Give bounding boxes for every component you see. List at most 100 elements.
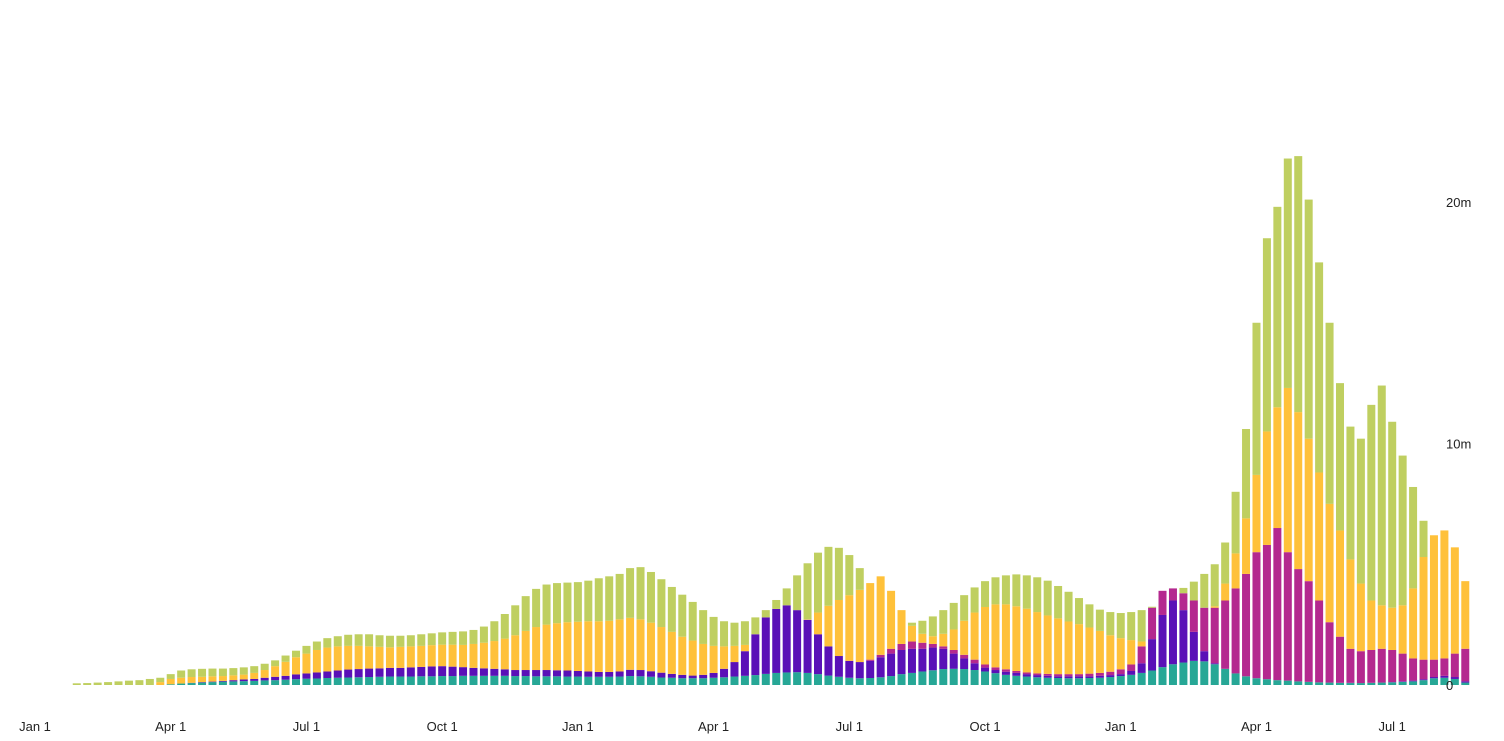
bar-segment-olive (386, 636, 394, 648)
bar-segment-teal (710, 678, 718, 685)
bar-segment-indigo (1159, 615, 1167, 667)
bar-segment-indigo (887, 654, 895, 676)
bar-segment-magenta (1106, 672, 1114, 675)
bar-segment-teal (1211, 664, 1219, 685)
bar-segment-olive (198, 669, 206, 677)
bar-segment-teal (689, 678, 697, 685)
bar-segment-olive (647, 572, 655, 623)
bar-segment-teal (1106, 677, 1114, 685)
bar-segment-indigo (417, 667, 425, 676)
bar-segment-orange (543, 625, 551, 670)
bar-segment-orange (647, 623, 655, 672)
bar-segment-teal (647, 677, 655, 685)
bar-segment-teal (1252, 678, 1260, 685)
bar-segment-olive (991, 577, 999, 604)
bar-segment-indigo (710, 673, 718, 678)
bar-segment-teal (1033, 677, 1041, 685)
bar-segment-olive (146, 679, 154, 685)
bar-segment-indigo (334, 671, 342, 678)
bar-segment-olive (1012, 574, 1020, 606)
bar-segment-olive (73, 683, 81, 685)
bar-segment-olive (459, 631, 467, 645)
bar-segment-olive (971, 587, 979, 612)
bar-segment-teal (229, 681, 237, 685)
bar-segment-magenta (1263, 545, 1271, 679)
bar-segment-olive (438, 632, 446, 644)
bar-segment-indigo (1085, 676, 1093, 678)
bar-segment-teal (730, 677, 738, 685)
bar-segment-olive (83, 683, 91, 685)
bar-segment-indigo (960, 658, 968, 669)
bar-segment-olive (240, 667, 248, 674)
bar-segment-olive (751, 617, 759, 634)
bar-segment-teal (459, 676, 467, 685)
bar-segment-orange (177, 678, 185, 684)
bar-segment-indigo (751, 634, 759, 675)
bar-segment-olive (699, 610, 707, 644)
x-tick-label: Apr 1 (698, 719, 729, 734)
bar-segment-olive (1357, 439, 1365, 584)
bar-segment-teal (908, 673, 916, 685)
bar-segment-orange (449, 645, 457, 667)
bar-segment-magenta (991, 667, 999, 670)
bar-segment-indigo (490, 669, 498, 676)
bar-segment-orange (1451, 547, 1459, 653)
bar-segment-orange (1096, 631, 1104, 673)
bar-segment-orange (668, 632, 676, 674)
bar-segment-magenta (1148, 608, 1156, 639)
bar-segment-teal (323, 678, 331, 685)
bar-segment-teal (814, 674, 822, 685)
bar-segment-orange (845, 595, 853, 661)
bar-segment-indigo (939, 649, 947, 669)
bar-segment-indigo (908, 649, 916, 673)
x-tick-label: Apr 1 (1241, 719, 1272, 734)
bar-segment-magenta (877, 655, 885, 657)
bar-segment-indigo (355, 669, 363, 677)
bar-segment-indigo (532, 670, 540, 676)
bar-segment-teal (1200, 661, 1208, 685)
bar-segment-orange (887, 591, 895, 649)
bar-segment-indigo (626, 670, 634, 676)
bar-segment-teal (584, 677, 592, 685)
bar-segment-olive (730, 623, 738, 646)
bar-segment-magenta (1294, 569, 1302, 681)
bar-segment-olive (532, 589, 540, 627)
bar-segment-olive (396, 636, 404, 647)
bar-segment-olive (804, 563, 812, 619)
bar-segment-indigo (282, 676, 290, 680)
bar-segment-magenta (1305, 581, 1313, 682)
bar-segment-orange (584, 621, 592, 671)
bar-segment-olive (1273, 207, 1281, 407)
bar-segment-olive (824, 547, 832, 606)
bar-segment-indigo (1148, 639, 1156, 670)
bar-segment-olive (1023, 575, 1031, 608)
bar-segment-olive (1336, 383, 1344, 530)
bar-segment-indigo (814, 634, 822, 674)
bar-segment-indigo (971, 663, 979, 670)
bar-segment-olive (1378, 386, 1386, 606)
bar-segment-orange (1273, 407, 1281, 528)
bar-segment-orange (240, 675, 248, 680)
bar-segment-teal (344, 678, 352, 685)
bar-segment-indigo (438, 666, 446, 676)
bar-segment-orange (553, 623, 561, 670)
bar-segment-indigo (1211, 663, 1219, 664)
bar-segment-teal (887, 676, 895, 685)
bar-segment-teal (1399, 682, 1407, 685)
bar-segment-olive (365, 634, 373, 646)
bars-layer (73, 156, 1470, 685)
bar-segment-olive (1294, 156, 1302, 412)
bar-segment-teal (637, 676, 645, 685)
bar-segment-indigo (1002, 672, 1010, 675)
bar-segment-olive (1075, 598, 1083, 624)
bar-segment-teal (971, 670, 979, 685)
bar-segment-magenta (1409, 658, 1417, 680)
bar-segment-olive (156, 678, 164, 682)
bar-segment-olive (793, 575, 801, 610)
y-tick-label: 10m (1446, 437, 1471, 452)
bar-segment-teal (282, 680, 290, 685)
bar-segment-orange (396, 647, 404, 668)
bar-segment-olive (856, 568, 864, 590)
bar-segment-teal (355, 677, 363, 685)
bar-segment-orange (918, 634, 926, 643)
